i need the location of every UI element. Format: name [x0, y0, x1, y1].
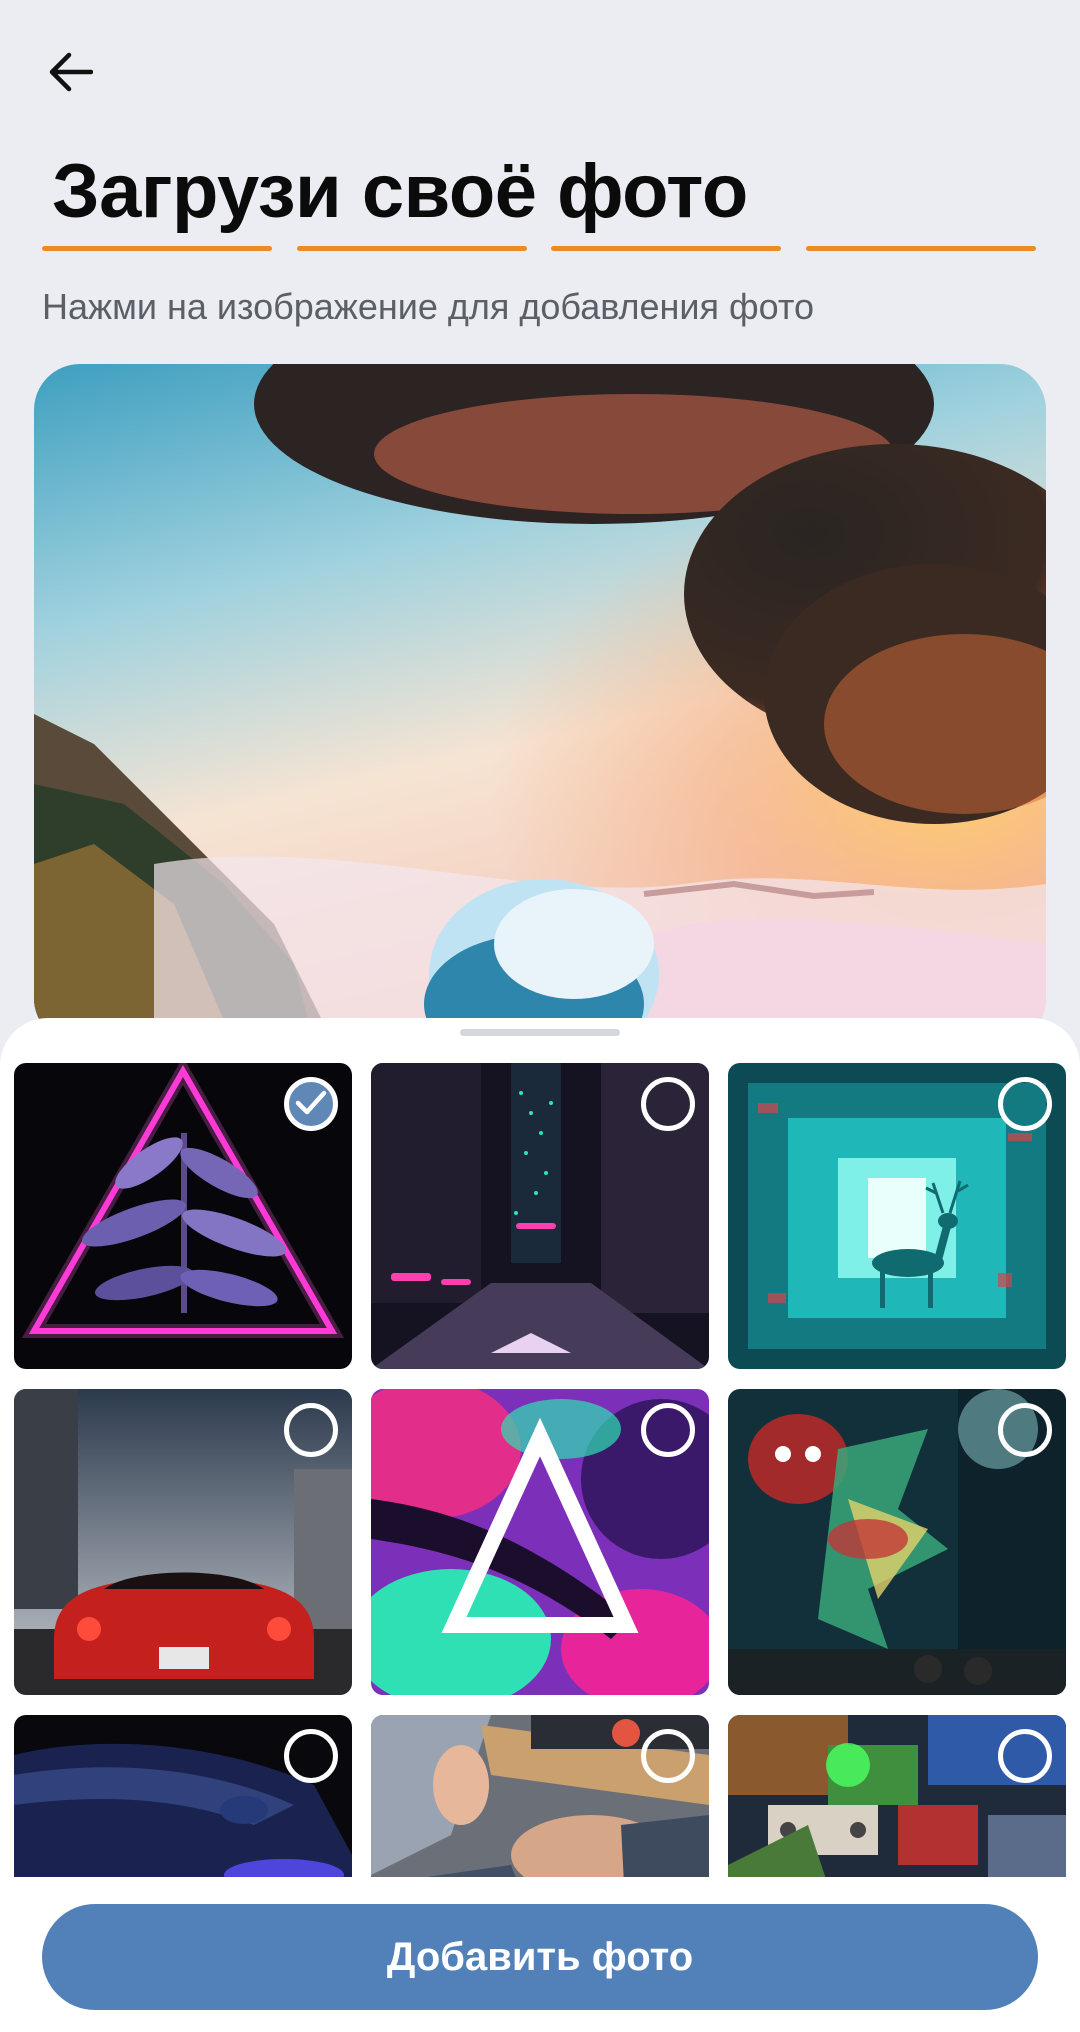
- page-subtitle: Нажми на изображение для добавления фото: [42, 286, 814, 327]
- progress-step: [805, 246, 1036, 251]
- gallery-item[interactable]: [728, 1715, 1066, 1877]
- gallery-item[interactable]: [728, 1063, 1066, 1369]
- paint-triangle-image: [371, 1389, 709, 1695]
- selected-checkbox[interactable]: [284, 1077, 338, 1131]
- select-checkbox[interactable]: [641, 1077, 695, 1131]
- gallery-item[interactable]: [14, 1389, 352, 1695]
- back-button[interactable]: [34, 36, 106, 108]
- progress-step: [42, 246, 272, 251]
- select-checkbox[interactable]: [998, 1403, 1052, 1457]
- preview-image: [34, 364, 1046, 1044]
- arrow-left-icon: [49, 52, 93, 92]
- gallery-item[interactable]: [371, 1715, 709, 1877]
- photo-preview[interactable]: [34, 364, 1046, 1044]
- gallery-item[interactable]: [728, 1389, 1066, 1695]
- progress-step: [296, 246, 527, 251]
- select-checkbox[interactable]: [284, 1403, 338, 1457]
- progress-bar: [42, 246, 1036, 251]
- progress-step: [551, 246, 782, 251]
- gallery-item[interactable]: [14, 1063, 352, 1369]
- add-photo-button[interactable]: Добавить фото: [42, 1904, 1038, 2010]
- page-title: Загрузи своё фото: [52, 149, 748, 234]
- sheet-drag-handle[interactable]: [460, 1029, 620, 1036]
- select-checkbox[interactable]: [284, 1729, 338, 1783]
- gallery-item[interactable]: [371, 1389, 709, 1695]
- select-checkbox[interactable]: [998, 1729, 1052, 1783]
- select-checkbox[interactable]: [998, 1077, 1052, 1131]
- select-checkbox[interactable]: [641, 1729, 695, 1783]
- blue-car-hood-image: [14, 1715, 352, 1877]
- checkmark-icon: [295, 1090, 327, 1115]
- toy-collage-image: [728, 1715, 1066, 1877]
- photo-grid: [14, 1063, 1066, 1877]
- gallery-item[interactable]: [371, 1063, 709, 1369]
- select-checkbox[interactable]: [641, 1403, 695, 1457]
- gallery-item[interactable]: [14, 1715, 352, 1877]
